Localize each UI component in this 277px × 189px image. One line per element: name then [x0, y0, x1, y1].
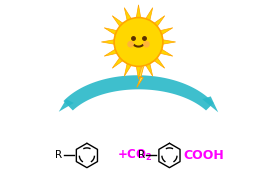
Polygon shape — [157, 28, 173, 36]
Polygon shape — [124, 61, 133, 76]
Polygon shape — [160, 39, 176, 45]
Polygon shape — [144, 61, 153, 76]
Text: R: R — [55, 150, 63, 160]
Polygon shape — [112, 55, 125, 68]
Polygon shape — [152, 16, 165, 29]
Polygon shape — [104, 48, 120, 56]
Polygon shape — [136, 5, 141, 21]
Polygon shape — [144, 8, 153, 23]
Circle shape — [127, 41, 134, 48]
Polygon shape — [101, 39, 117, 45]
Polygon shape — [59, 99, 74, 112]
Polygon shape — [152, 55, 165, 68]
Polygon shape — [63, 75, 214, 110]
Polygon shape — [104, 28, 120, 36]
Text: COOH: COOH — [184, 149, 224, 162]
Polygon shape — [124, 8, 133, 23]
Polygon shape — [202, 96, 218, 112]
Polygon shape — [112, 16, 125, 29]
Polygon shape — [157, 48, 173, 56]
Polygon shape — [137, 67, 143, 87]
Circle shape — [114, 18, 163, 66]
Polygon shape — [136, 63, 141, 79]
Circle shape — [143, 41, 150, 48]
Text: $\mathregular{+ CO_2}$: $\mathregular{+ CO_2}$ — [117, 148, 153, 163]
Text: R: R — [138, 150, 145, 160]
